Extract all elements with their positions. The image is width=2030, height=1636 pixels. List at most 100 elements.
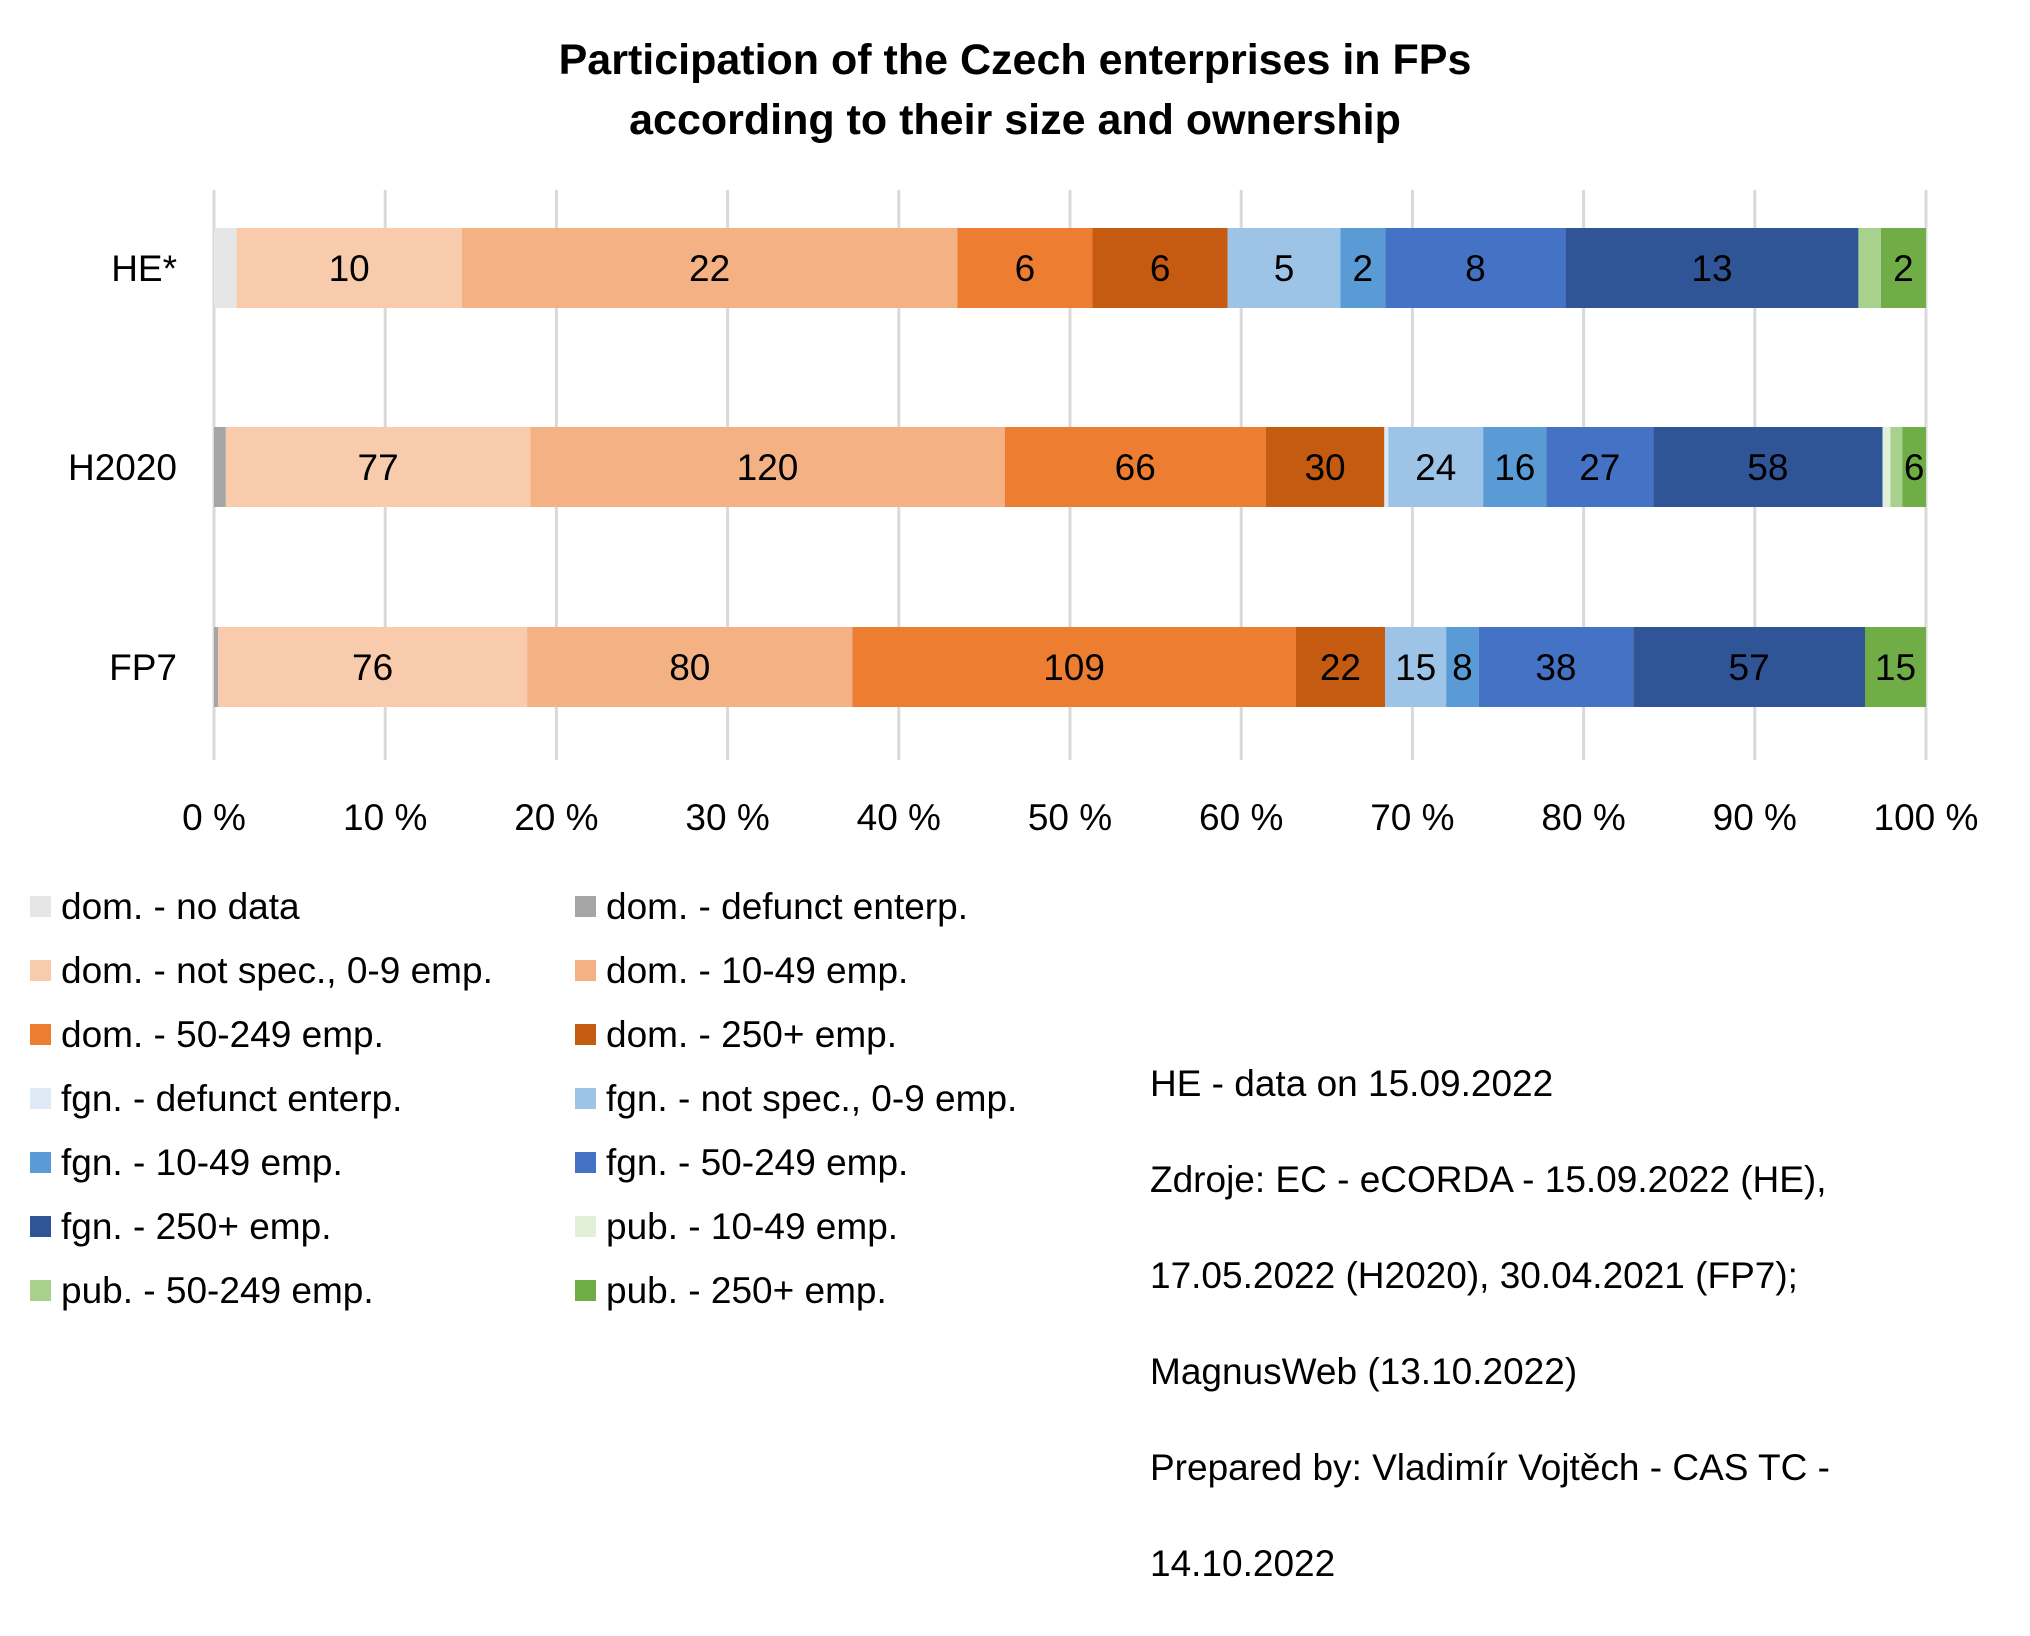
bar-segment xyxy=(218,627,528,707)
legend-item: fgn. - 50-249 emp. xyxy=(575,1141,908,1185)
legend-item: dom. - 50-249 emp. xyxy=(30,1013,384,1057)
legend-label: dom. - not spec., 0-9 emp. xyxy=(61,950,493,991)
data-label: 22 xyxy=(1320,647,1361,688)
data-label: 8 xyxy=(1465,248,1486,289)
data-label: 15 xyxy=(1395,647,1436,688)
bar-segment xyxy=(1446,627,1479,707)
legend-label: dom. - no data xyxy=(61,886,300,927)
bar-segment xyxy=(236,228,462,308)
legend-swatch xyxy=(575,1215,596,1237)
legend-item: dom. - not spec., 0-9 emp. xyxy=(30,949,493,993)
data-label: 27 xyxy=(1579,447,1620,488)
bar-segment xyxy=(1483,427,1547,507)
legend-swatch xyxy=(575,1023,596,1045)
legend-label: dom. - 50-249 emp. xyxy=(61,1014,384,1055)
data-label: 16 xyxy=(1494,447,1535,488)
bar-segment xyxy=(1653,427,1883,507)
bar-segment xyxy=(1546,427,1654,507)
x-tick-label: 40 % xyxy=(857,797,941,838)
data-label: 6 xyxy=(1015,248,1036,289)
bar-segment xyxy=(1902,427,1926,507)
bar-segment xyxy=(527,627,853,707)
legend-label: pub. - 250+ emp. xyxy=(606,1270,887,1311)
legend-label: dom. - defunct enterp. xyxy=(606,886,968,927)
legend-label: fgn. - 250+ emp. xyxy=(61,1206,332,1247)
category-label: FP7 xyxy=(109,647,177,688)
bar-segment xyxy=(1092,228,1228,308)
data-label: 24 xyxy=(1415,447,1456,488)
legend-swatch xyxy=(30,1151,51,1173)
x-tick-label: 10 % xyxy=(343,797,427,838)
bar-segment xyxy=(1295,627,1386,707)
data-label: 10 xyxy=(329,248,370,289)
data-label: 120 xyxy=(737,447,799,488)
legend-swatch xyxy=(575,1151,596,1173)
legend-swatch xyxy=(30,1279,51,1301)
x-tick-label: 100 % xyxy=(1874,797,1979,838)
bar-segment xyxy=(1265,427,1385,507)
legend-item: dom. - 250+ emp. xyxy=(575,1013,897,1057)
bar-segment xyxy=(957,228,1093,308)
legend-swatch xyxy=(575,1279,596,1301)
data-label: 76 xyxy=(352,647,393,688)
legend-label: fgn. - 10-49 emp. xyxy=(61,1142,343,1183)
data-label: 13 xyxy=(1691,248,1732,289)
note-line: 14.10.2022 xyxy=(1150,1543,1336,1584)
x-tick-label: 80 % xyxy=(1541,797,1625,838)
note-line: MagnusWeb (13.10.2022) xyxy=(1150,1351,1578,1392)
bar-segment xyxy=(530,427,1005,507)
legend-item: dom. - no data xyxy=(30,885,300,929)
bar-segment xyxy=(1565,228,1859,308)
legend-swatch xyxy=(30,1087,51,1109)
legend-swatch xyxy=(30,1215,51,1237)
bar-segment xyxy=(1388,427,1484,507)
bar-segment xyxy=(1865,627,1926,707)
data-label: 57 xyxy=(1729,647,1770,688)
bar-segment xyxy=(852,627,1296,707)
bar-segment xyxy=(1004,427,1266,507)
bar-segment xyxy=(1633,627,1866,707)
x-tick-labels: 0 % 10 % 20 % 30 % 40 % 50 % 60 % 70 % 80 % 90 % 1… xyxy=(182,797,1978,838)
category-label: HE* xyxy=(111,248,177,289)
legend-label: pub. - 10-49 emp. xyxy=(606,1206,899,1247)
bar-segment xyxy=(1882,427,1891,507)
bar-segment xyxy=(1385,627,1447,707)
x-tick-label: 0 % xyxy=(182,797,246,838)
x-tick-label: 90 % xyxy=(1713,797,1797,838)
data-label: 80 xyxy=(669,647,710,688)
x-tick-label: 70 % xyxy=(1370,797,1454,838)
data-label: 2 xyxy=(1353,248,1374,289)
data-label: 5 xyxy=(1274,248,1295,289)
data-label: 38 xyxy=(1535,647,1576,688)
data-label: 22 xyxy=(689,248,730,289)
bars: 10 22 6 6 5 2 8 13 277 120 66 30 24 16 27 58 676 80 109 22 1… xyxy=(214,228,1926,707)
legend-swatch xyxy=(575,959,596,981)
source-note: HE - data on 15.09.2022 Zdroje: EC - eCO… xyxy=(1150,1012,1830,1636)
legend-swatch xyxy=(575,895,596,917)
note-line: Zdroje: EC - eCORDA - 15.09.2022 (HE), xyxy=(1150,1159,1827,1200)
data-label: 30 xyxy=(1304,447,1345,488)
legend-label: fgn. - 50-249 emp. xyxy=(606,1142,909,1183)
bar-segment xyxy=(1227,228,1341,308)
legend-item: fgn. - not spec., 0-9 emp. xyxy=(575,1077,1017,1121)
chart-title: Participation of the Czech enterprises i… xyxy=(0,30,2030,150)
data-label: 15 xyxy=(1875,647,1916,688)
note-line: HE - data on 15.09.2022 xyxy=(1150,1063,1554,1104)
category-labels: HE* H2020 FP7 xyxy=(68,248,177,688)
data-label: 6 xyxy=(1904,447,1925,488)
data-label: 77 xyxy=(358,447,399,488)
legend-swatch xyxy=(575,1087,596,1109)
bar-segment xyxy=(1384,427,1389,507)
legend-item: dom. - 10-49 emp. xyxy=(575,949,908,993)
x-tick-label: 50 % xyxy=(1028,797,1112,838)
bar-segment xyxy=(1385,228,1566,308)
bar-segment xyxy=(1340,228,1386,308)
bar-segment xyxy=(461,228,958,308)
legend-label: dom. - 250+ emp. xyxy=(606,1014,898,1055)
data-label: 109 xyxy=(1043,647,1105,688)
chart-title-line-2: according to their size and ownership xyxy=(629,96,1401,144)
data-label: 58 xyxy=(1747,447,1788,488)
data-label: 2 xyxy=(1893,248,1914,289)
note-line: 17.05.2022 (H2020), 30.04.2021 (FP7); xyxy=(1150,1255,1798,1296)
legend-swatch xyxy=(30,895,51,917)
